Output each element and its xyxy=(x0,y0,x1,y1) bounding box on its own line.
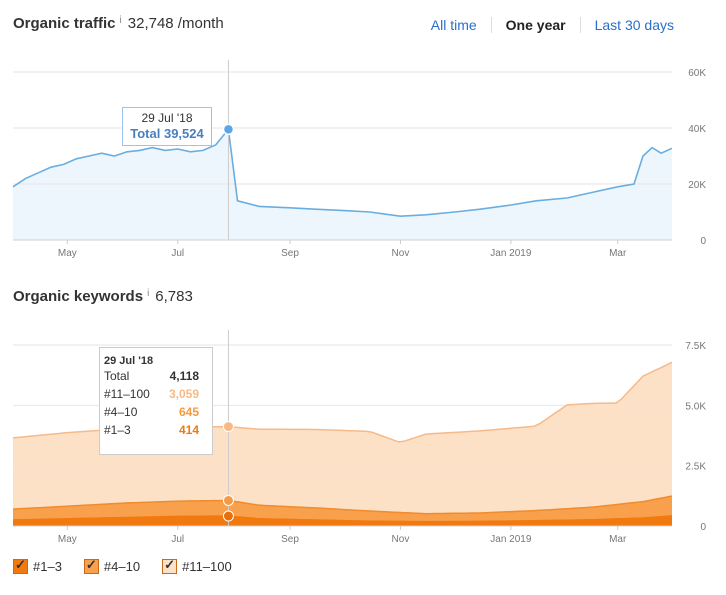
x-tick-label: Jan 2019 xyxy=(490,534,532,545)
line-1-3 xyxy=(12,515,673,523)
traffic-line xyxy=(12,127,673,218)
hover-point-4-10 xyxy=(222,494,234,506)
keywords-tooltip: 29 Jul '18 Total 4,118 #11–100 3,059 #4–… xyxy=(99,347,213,455)
legend-label: #1–3 xyxy=(33,559,62,574)
x-tick-label: Sep xyxy=(281,248,299,259)
tooltip-label: Total xyxy=(104,369,130,383)
legend-label: #11–100 xyxy=(182,559,232,574)
keywords-title: Organic keywords xyxy=(13,288,144,305)
x-tick-label: Mar xyxy=(609,534,627,545)
x-tick-label: May xyxy=(58,534,77,545)
checkbox-icon[interactable] xyxy=(83,557,99,574)
legend-item-1-3[interactable]: #1–3 xyxy=(13,557,62,574)
y-tick-label: 2.5K xyxy=(685,462,706,473)
tooltip-value: 645 xyxy=(178,405,199,419)
hover-point-11-100 xyxy=(222,421,234,433)
tab-one-year[interactable]: One year xyxy=(505,17,566,33)
keywords-info-icon[interactable]: i xyxy=(147,288,150,299)
checkbox-icon[interactable] xyxy=(13,557,28,574)
area-11-100 xyxy=(13,362,672,526)
tab-separator xyxy=(579,17,581,33)
x-tick-label: Jan 2019 xyxy=(490,248,532,259)
checkbox-icon[interactable] xyxy=(162,557,178,574)
legend-item-11-100[interactable]: #11–100 xyxy=(162,557,232,574)
x-tick-label: Nov xyxy=(392,534,410,545)
legend-label: #4–10 xyxy=(103,559,141,574)
traffic-tooltip: 29 Jul '18 Total 39,524 xyxy=(122,107,212,146)
legend-item-4-10[interactable]: #4–10 xyxy=(83,557,141,574)
traffic-tooltip-total: Total 39,524 xyxy=(130,126,204,141)
traffic-tooltip-date: 29 Jul '18 xyxy=(141,111,193,125)
tooltip-row-11-100: #11–100 3,059 xyxy=(100,385,212,403)
tooltip-row-total: Total 4,118 xyxy=(100,367,212,385)
tooltip-label: #11–100 xyxy=(104,387,150,401)
traffic-chart[interactable]: 60K 40K 20K 0 May Jul Sep Nov Jan 2019 Mar xyxy=(0,40,726,270)
traffic-area xyxy=(13,129,672,240)
line-4-10 xyxy=(12,495,673,515)
x-tick-label: Mar xyxy=(609,248,627,259)
tooltip-row-1-3: #1–3 414 xyxy=(100,421,212,439)
traffic-header: Organic traffic i 32,748 /month xyxy=(13,15,224,32)
x-tick-label: Jul xyxy=(171,248,184,259)
y-tick-label: 5.0K xyxy=(685,401,706,412)
traffic-title: Organic traffic xyxy=(13,15,116,32)
tab-separator xyxy=(490,17,492,33)
x-tick-label: Sep xyxy=(281,534,299,545)
y-tick-label: 0 xyxy=(700,522,706,533)
hover-point-1-3 xyxy=(222,510,234,522)
keywords-legend: #1–3 #4–10 #11–100 xyxy=(13,557,254,574)
tooltip-value: 4,118 xyxy=(169,369,199,383)
tooltip-label: #1–3 xyxy=(104,423,131,437)
hover-point xyxy=(222,123,235,136)
x-tick-label: May xyxy=(58,248,77,259)
tab-last-30-days[interactable]: Last 30 days xyxy=(594,17,674,33)
keywords-tooltip-date: 29 Jul '18 xyxy=(104,355,154,367)
keywords-header: Organic keywords i 6,783 xyxy=(13,288,193,305)
y-tick-label: 60K xyxy=(688,68,706,79)
y-tick-label: 20K xyxy=(688,180,706,191)
tab-all-time[interactable]: All time xyxy=(430,17,477,33)
keywords-chart[interactable]: 7.5K 5.0K 2.5K 0 May Jul Sep Nov Jan 2019 Mar xyxy=(0,320,726,550)
y-tick-label: 0 xyxy=(700,236,706,247)
keywords-value: 6,783 xyxy=(155,288,193,305)
range-tabs: All time One year Last 30 days xyxy=(417,17,688,33)
x-tick-label: Nov xyxy=(392,248,410,259)
x-tick-label: Jul xyxy=(171,534,184,545)
y-tick-label: 40K xyxy=(688,124,706,135)
tooltip-value: 3,059 xyxy=(168,387,199,401)
traffic-info-icon[interactable]: i xyxy=(119,15,122,26)
traffic-value: 32,748 /month xyxy=(127,15,224,32)
y-tick-label: 7.5K xyxy=(685,341,706,352)
tooltip-row-4-10: #4–10 645 xyxy=(100,403,212,421)
tooltip-value: 414 xyxy=(178,423,199,437)
tooltip-label: #4–10 xyxy=(104,405,138,419)
